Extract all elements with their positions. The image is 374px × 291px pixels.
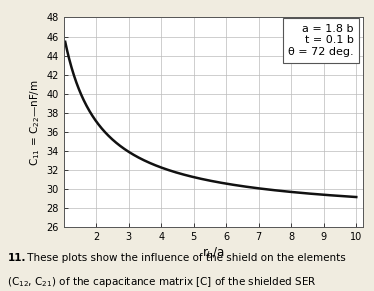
X-axis label: r$_b$/a: r$_b$/a bbox=[202, 246, 224, 261]
Text: (C$_{12}$, C$_{21}$) of the capacitance matrix [C] of the shielded SER: (C$_{12}$, C$_{21}$) of the capacitance … bbox=[7, 275, 317, 289]
Y-axis label: C$_{11}$ = C$_{22}$—nF/m: C$_{11}$ = C$_{22}$—nF/m bbox=[28, 79, 42, 166]
Text: These plots show the influence of the shield on the elements: These plots show the influence of the sh… bbox=[24, 253, 346, 263]
Text: a = 1.8 b
t = 0.1 b
θ = 72 deg.: a = 1.8 b t = 0.1 b θ = 72 deg. bbox=[288, 24, 354, 57]
Text: 11.: 11. bbox=[7, 253, 26, 263]
